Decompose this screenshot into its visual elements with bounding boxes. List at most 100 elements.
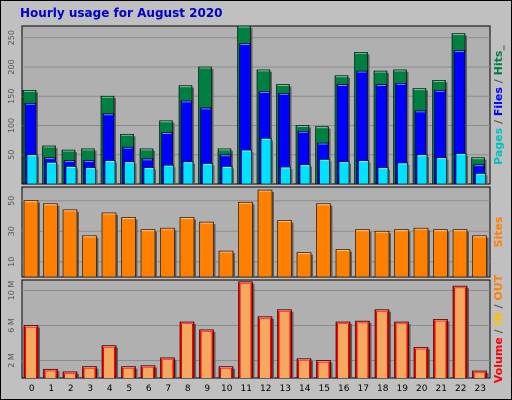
bar-body xyxy=(241,149,252,185)
bar-inner xyxy=(435,321,446,378)
bar-body xyxy=(260,138,272,185)
bar-pages-9 xyxy=(202,163,215,185)
y-tick-label: 150 xyxy=(7,89,16,104)
bar-body xyxy=(472,235,487,278)
bar-pages-10 xyxy=(221,166,234,185)
label-part: OUT xyxy=(492,274,505,300)
bar-pages-8 xyxy=(182,161,195,185)
bar-volume-23 xyxy=(472,370,489,379)
bar-pages-23 xyxy=(475,173,488,185)
y-tick-label: 50 xyxy=(7,196,16,206)
bar-sites-3 xyxy=(82,235,99,278)
bar-body xyxy=(452,229,468,278)
panel-pages-files-hits xyxy=(21,25,491,185)
x-tick-label-hour-22: 22 xyxy=(455,384,466,394)
bar-volume-11 xyxy=(238,281,255,379)
bar-body xyxy=(85,167,96,185)
bar-inner xyxy=(104,347,114,378)
bar-body xyxy=(199,221,214,278)
label-part: / xyxy=(492,75,505,87)
bar-sites-16 xyxy=(335,249,352,278)
bar-inner xyxy=(377,311,387,378)
y-tick-label: 200 xyxy=(7,59,16,74)
bar-pages-21 xyxy=(436,157,449,185)
bar-body xyxy=(299,164,311,185)
label-part: Volume xyxy=(492,337,505,383)
bar-volume-3 xyxy=(82,366,99,379)
bar-sites-8 xyxy=(179,217,196,278)
bar-inner xyxy=(474,373,485,378)
bar-body xyxy=(436,157,447,185)
bar-body xyxy=(257,189,273,278)
bar-pages-22 xyxy=(455,153,468,185)
bar-body xyxy=(121,217,136,278)
bar-pages-12 xyxy=(260,138,273,185)
bar-pages-5 xyxy=(124,161,137,185)
bar-sites-12 xyxy=(257,189,274,278)
bar-inner xyxy=(221,368,231,378)
bar-sites-20 xyxy=(413,227,430,278)
bar-sites-9 xyxy=(199,221,216,278)
bar-sites-15 xyxy=(316,203,333,278)
bar-pages-17 xyxy=(358,160,371,185)
bar-pages-0 xyxy=(26,154,39,185)
label-part: / xyxy=(492,116,505,128)
bar-sites-22 xyxy=(452,229,469,278)
x-tick-label-hour-12: 12 xyxy=(260,384,271,394)
bar-body xyxy=(374,230,390,278)
bar-sites-1 xyxy=(43,203,60,278)
x-tick-label-hour-15: 15 xyxy=(319,384,330,394)
label-part: IN xyxy=(492,312,505,325)
bar-sites-19 xyxy=(394,229,411,278)
bar-volume-0 xyxy=(23,325,40,379)
bar-body xyxy=(23,200,39,278)
y-tick-label: 10 M xyxy=(7,281,16,301)
x-tick-label-hour-7: 7 xyxy=(165,384,171,394)
x-tick-label-hour-0: 0 xyxy=(29,384,35,394)
bar-volume-22 xyxy=(452,285,469,379)
bar-body xyxy=(65,166,77,185)
bar-inner xyxy=(260,318,270,378)
bar-body xyxy=(124,161,135,185)
bar-body xyxy=(143,167,155,185)
bar-inner xyxy=(123,368,134,378)
bar-pages-6 xyxy=(143,167,156,185)
bar-inner xyxy=(299,360,309,378)
bar-sites-13 xyxy=(277,220,294,278)
bar-inner xyxy=(26,327,36,378)
y-tick-label: 6 M xyxy=(7,318,16,333)
bar-volume-21 xyxy=(433,319,450,379)
x-tick-label-hour-13: 13 xyxy=(280,384,291,394)
bar-sites-7 xyxy=(160,227,177,278)
x-tick-label-hour-3: 3 xyxy=(87,384,93,394)
bar-body xyxy=(355,229,370,278)
bar-pages-13 xyxy=(280,166,293,185)
x-tick-label-hour-17: 17 xyxy=(358,384,369,394)
bar-inner xyxy=(318,362,329,378)
bar-inner xyxy=(357,323,368,378)
bar-volume-1 xyxy=(43,368,60,379)
bar-sites-21 xyxy=(433,229,450,278)
x-tick-label-hour-18: 18 xyxy=(377,384,389,394)
bar-body xyxy=(358,160,369,185)
bar-inner xyxy=(45,371,56,378)
x-tick-label-hour-1: 1 xyxy=(48,384,54,394)
bar-pages-4 xyxy=(104,160,117,185)
bar-volume-15 xyxy=(316,360,333,379)
bar-sites-14 xyxy=(296,252,313,278)
bar-sites-10 xyxy=(218,250,235,278)
x-tick-label-hour-10: 10 xyxy=(221,384,233,394)
bar-volume-16 xyxy=(335,321,352,379)
bar-volume-18 xyxy=(374,309,391,379)
panel-volume xyxy=(21,279,491,379)
label-part: Sites xyxy=(492,216,505,247)
bar-inner xyxy=(65,373,75,378)
bar-inner xyxy=(396,324,407,378)
bar-body xyxy=(280,166,291,185)
bar-volume-5 xyxy=(121,366,138,379)
bar-sites-18 xyxy=(374,230,391,278)
chart-title: Hourly usage for August 2020 xyxy=(20,6,223,20)
bar-body xyxy=(46,162,57,185)
bar-body xyxy=(316,203,331,278)
